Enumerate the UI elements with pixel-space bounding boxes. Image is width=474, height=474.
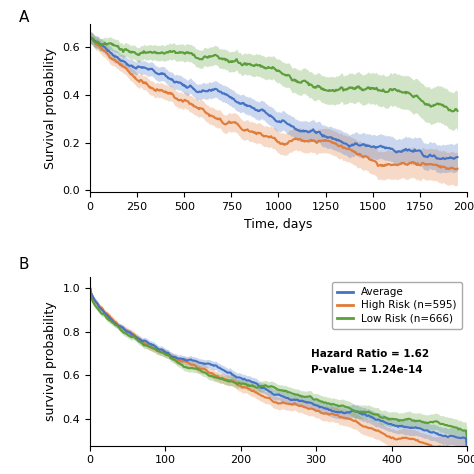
Y-axis label: Survival probability: Survival probability xyxy=(44,47,57,169)
Legend: Average, High Risk (n=595), Low Risk (n=666): Average, High Risk (n=595), Low Risk (n=… xyxy=(332,282,462,328)
X-axis label: Time, days: Time, days xyxy=(244,218,313,231)
Text: Hazard Ratio = 1.62: Hazard Ratio = 1.62 xyxy=(310,349,428,359)
Text: P-value = 1.24e-14: P-value = 1.24e-14 xyxy=(310,365,422,374)
Text: A: A xyxy=(18,10,29,25)
Y-axis label: survival probability: survival probability xyxy=(44,301,57,421)
Text: B: B xyxy=(18,256,29,272)
